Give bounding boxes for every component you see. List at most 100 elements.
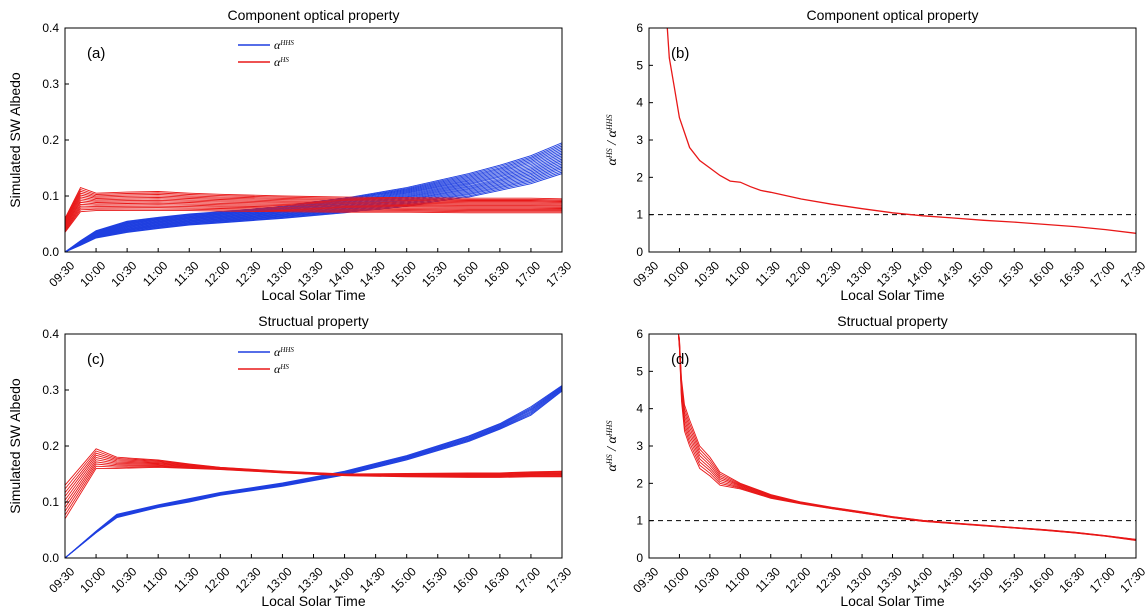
x-tick-label: 13:00 — [264, 258, 295, 289]
series-line — [677, 334, 1136, 541]
panel-a: 09:30 10:00 10:30 11:00 11:30 12:00 12:30 13:00… — [7, 7, 575, 303]
plot-frame — [648, 27, 1137, 253]
x-tick-label: 14:00 — [326, 564, 357, 595]
y-axis-label: Simulated SW Albedo — [7, 378, 23, 514]
y-tick-label: 0.4 — [42, 327, 59, 341]
x-tick-label: 17:30 — [1117, 564, 1146, 595]
chart-title: Component optical property — [228, 7, 400, 23]
x-tick-label: 17:00 — [1087, 258, 1118, 289]
chart-title: Structual property — [837, 313, 948, 329]
x-tick-label: 14:30 — [935, 564, 966, 595]
x-tick-label: 14:00 — [904, 258, 935, 289]
series-line — [666, 28, 1136, 234]
x-tick-label: 12:00 — [202, 564, 233, 595]
series-line — [65, 188, 562, 220]
series-line — [65, 448, 562, 486]
y-tick-label: 5 — [636, 58, 643, 72]
series-line — [65, 207, 562, 231]
series-line — [65, 208, 562, 232]
series-line — [65, 205, 562, 230]
y-tick-label: 3 — [636, 133, 643, 147]
x-tick-label: 15:30 — [995, 564, 1026, 595]
series-line — [65, 461, 562, 508]
y-tick-label: 6 — [636, 21, 643, 35]
chart-title: Structual property — [258, 313, 369, 329]
series-line — [65, 450, 562, 490]
x-tick-label: 17:30 — [1117, 258, 1146, 289]
y-tick-label: 1 — [636, 208, 643, 222]
x-tick-label: 17:30 — [543, 258, 574, 289]
series-line — [65, 192, 562, 222]
y-tick-label: 3 — [636, 439, 643, 453]
x-tick-label: 09:30 — [630, 258, 661, 289]
x-tick-label: 16:30 — [1056, 564, 1087, 595]
x-tick-label: 13:00 — [843, 258, 874, 289]
legend: αHHS αHS — [238, 345, 294, 376]
legend-entry: αHHS — [274, 345, 294, 359]
legend-entry: αHS — [274, 362, 289, 376]
plot-frame — [64, 27, 563, 253]
x-tick-label: 17:00 — [512, 258, 543, 289]
x-tick-label: 12:00 — [782, 258, 813, 289]
x-tick-label: 14:30 — [357, 564, 388, 595]
x-tick-label: 10:00 — [661, 258, 692, 289]
y-tick-label: 0.1 — [42, 495, 59, 509]
x-tick-label: 15:30 — [419, 258, 450, 289]
x-tick-label: 13:30 — [295, 564, 326, 595]
series-line — [65, 200, 562, 227]
x-tick-label: 12:00 — [782, 564, 813, 595]
y-tick-label: 0.0 — [42, 551, 59, 565]
x-axis-label: Local Solar Time — [840, 593, 944, 609]
x-tick-label: 11:00 — [140, 258, 171, 289]
x-tick-label: 11:00 — [140, 564, 171, 595]
x-axis-label: Local Solar Time — [840, 287, 944, 303]
series-0 — [677, 334, 1136, 541]
y-tick-label: 5 — [636, 364, 643, 378]
x-tick-label: 17:00 — [1087, 564, 1118, 595]
series-line — [65, 201, 562, 228]
series-line — [677, 334, 1136, 540]
x-tick-label: 13:00 — [264, 564, 295, 595]
chart-title: Component optical property — [807, 7, 979, 23]
y-tick-label: 2 — [636, 170, 643, 184]
x-tick-label: 12:30 — [813, 258, 844, 289]
series-line — [65, 203, 562, 229]
series-line — [65, 459, 562, 505]
x-tick-label: 11:30 — [753, 258, 784, 289]
x-axis-label: Local Solar Time — [261, 593, 365, 609]
x-tick-label: 15:30 — [419, 564, 450, 595]
x-tick-label: 16:30 — [1056, 258, 1087, 289]
x-tick-label: 09:30 — [46, 258, 77, 289]
x-tick-label: 10:00 — [77, 258, 108, 289]
y-tick-label: 0 — [636, 245, 643, 259]
series-line — [65, 194, 562, 223]
x-tick-label: 17:00 — [512, 564, 543, 595]
x-tick-label: 16:00 — [1026, 564, 1057, 595]
x-tick-label: 14:30 — [357, 258, 388, 289]
y-tick-label: 0.0 — [42, 245, 59, 259]
x-tick-label: 11:30 — [171, 564, 202, 595]
y-axis-label: Simulated SW Albedo — [7, 72, 23, 208]
x-tick-label: 14:30 — [935, 258, 966, 289]
y-tick-label: 0.2 — [42, 133, 59, 147]
x-tick-label: 13:30 — [295, 258, 326, 289]
series-line — [65, 187, 562, 219]
x-tick-label: 10:30 — [691, 564, 722, 595]
x-tick-label: 15:00 — [965, 564, 996, 595]
x-tick-label: 16:00 — [450, 564, 481, 595]
series-line — [677, 334, 1136, 541]
x-tick-label: 16:00 — [1026, 258, 1057, 289]
legend: αHHS αHS — [238, 38, 294, 69]
y-tick-label: 0.2 — [42, 439, 59, 453]
series-1 — [65, 448, 562, 520]
series-line — [677, 334, 1136, 541]
x-tick-label: 13:00 — [843, 564, 874, 595]
y-tick-label: 6 — [636, 327, 643, 341]
y-tick-label: 0.3 — [42, 383, 59, 397]
series-line — [65, 198, 562, 226]
x-tick-label: 13:30 — [874, 258, 905, 289]
series-line — [677, 334, 1136, 541]
x-tick-label: 14:00 — [904, 564, 935, 595]
panel-c: 09:30 10:00 10:30 11:00 11:30 12:00 12:30 13:00… — [7, 313, 575, 609]
